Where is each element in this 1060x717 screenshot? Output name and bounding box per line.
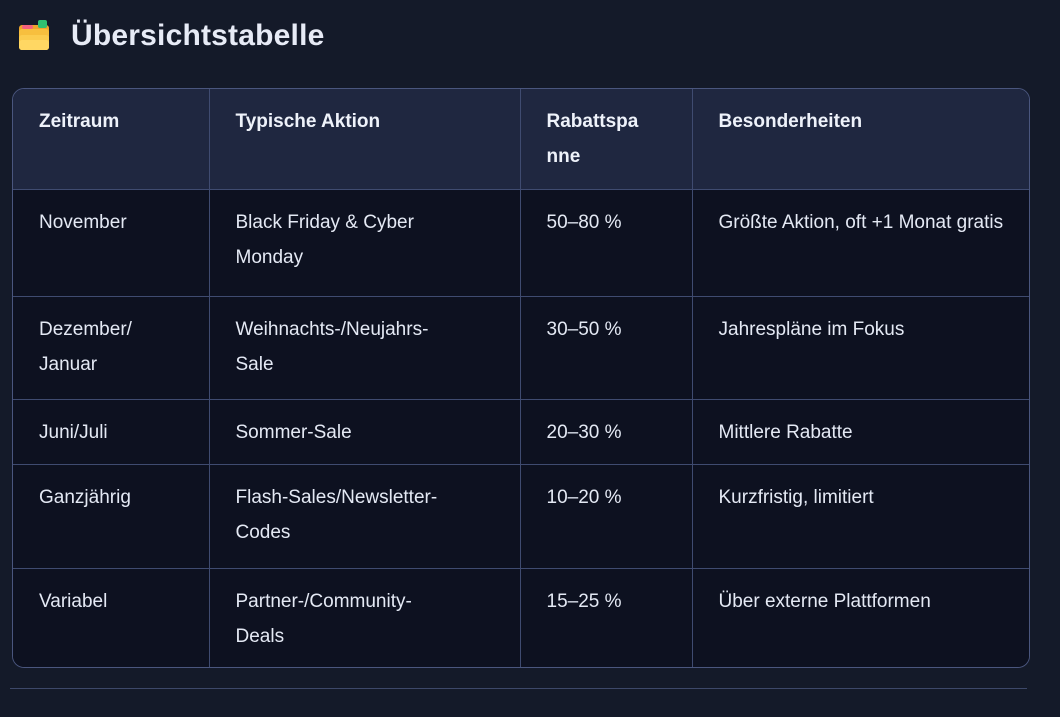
table-cell: Jahrespläne im Fokus	[692, 296, 1029, 400]
overview-table: Zeitraum Typische Aktion Rabattspanne Beson…	[12, 88, 1030, 668]
column-header: Besonderheiten	[692, 89, 1029, 190]
table-cell: Sommer-Sale	[209, 399, 521, 465]
column-header: Zeitraum	[13, 89, 210, 190]
table-row: Dezember/​Januar Weihnachts-/​Neujahrs-Sa…	[13, 296, 1029, 400]
table-cell: 30–50 %	[520, 296, 693, 400]
table-cell: 10–20 %	[520, 464, 693, 569]
table-body: November Black Friday & Cyber Monday 50–80…	[13, 189, 1029, 667]
column-header: Typische Aktion	[209, 89, 521, 190]
table-row: Juni/​Juli Sommer-Sale 20–30 % Mittlere Rab…	[13, 399, 1029, 465]
table-cell: Über externe Plattformen	[692, 568, 1029, 667]
data-table: Zeitraum Typische Aktion Rabattspanne Beson…	[13, 89, 1029, 667]
table-cell: Juni/​Juli	[13, 399, 210, 465]
page-header: Übersichtstabelle	[14, 16, 325, 56]
table-cell: Kurzfristig, limitiert	[692, 464, 1029, 569]
table-cell: Variabel	[13, 568, 210, 667]
table-cell: Dezember/​Januar	[13, 296, 210, 400]
table-cell: 20–30 %	[520, 399, 693, 465]
table-row: Ganzjährig Flash-Sales/​Newsletter-Codes 1…	[13, 464, 1029, 569]
divider	[10, 688, 1027, 689]
table-row: November Black Friday & Cyber Monday 50–80…	[13, 189, 1029, 297]
table-cell: Ganzjährig	[13, 464, 210, 569]
page-title: Übersichtstabelle	[71, 19, 325, 52]
table-cell: Flash-Sales/​Newsletter-Codes	[209, 464, 521, 569]
table-row: Variabel Partner-/​Community-Deals 15–25 %…	[13, 568, 1029, 667]
table-cell: Größte Aktion, oft +1 Monat gratis	[692, 189, 1029, 297]
table-cell: 50–80 %	[520, 189, 693, 297]
table-cell: Black Friday & Cyber Monday	[209, 189, 521, 297]
card-index-dividers-icon	[14, 16, 54, 56]
table-cell: Weihnachts-/​Neujahrs-Sale	[209, 296, 521, 400]
table-header-row: Zeitraum Typische Aktion Rabattspanne Beson…	[13, 89, 1029, 190]
table-cell: Mittlere Rabatte	[692, 399, 1029, 465]
table-cell: November	[13, 189, 210, 297]
table-cell: Partner-/​Community-Deals	[209, 568, 521, 667]
column-header: Rabattspanne	[520, 89, 693, 190]
table-cell: 15–25 %	[520, 568, 693, 667]
